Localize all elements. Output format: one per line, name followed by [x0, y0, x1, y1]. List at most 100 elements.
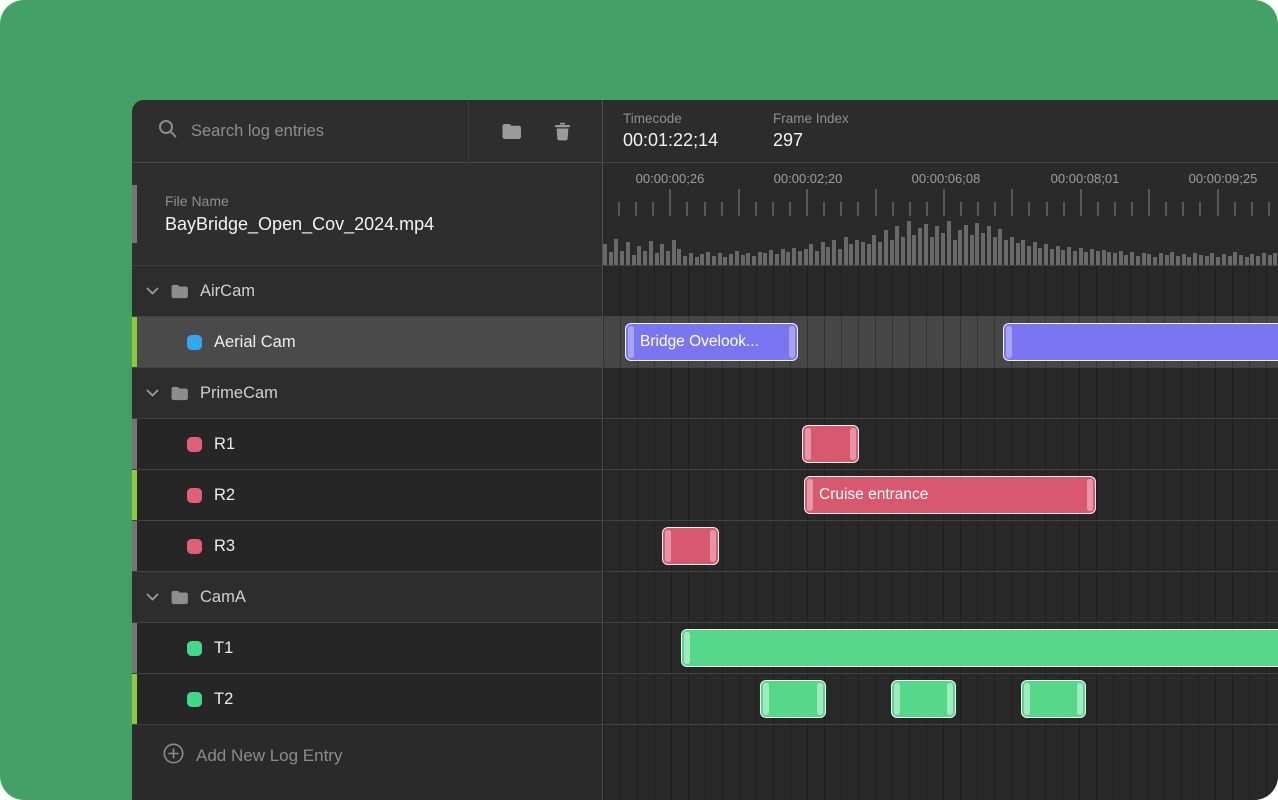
track-header[interactable]: R3 — [132, 521, 602, 571]
waveform-bar — [912, 235, 917, 265]
track-header[interactable]: R2 — [132, 470, 602, 520]
ruler-tick — [1011, 189, 1014, 216]
timeline-clip[interactable] — [681, 629, 1278, 667]
chevron-down-icon[interactable] — [146, 389, 159, 397]
waveform-bar — [975, 223, 980, 265]
timeline-clip[interactable] — [802, 425, 859, 463]
clip-left-handle[interactable] — [684, 632, 690, 664]
clip-right-handle[interactable] — [789, 326, 795, 358]
footer-timeline-filler — [602, 725, 1278, 800]
waveform-bar — [797, 251, 802, 265]
waveform-bar — [826, 247, 831, 265]
waveform-bar — [1118, 251, 1123, 265]
waveform-bar — [1141, 253, 1146, 265]
clip-right-handle[interactable] — [817, 683, 823, 715]
waveform-bar — [883, 230, 888, 265]
clip-left-handle[interactable] — [805, 428, 811, 460]
track-rows: AirCam Aerial Cam Bridge Ovelook... PrimeCa… — [132, 265, 1278, 724]
frame-index-readout: Frame Index 297 — [773, 100, 849, 162]
timeline-clip[interactable] — [1003, 323, 1278, 361]
waveform-bar — [918, 228, 923, 265]
waveform-bar — [1210, 253, 1215, 265]
clip-right-handle[interactable] — [710, 530, 716, 562]
clip-left-handle[interactable] — [807, 479, 813, 511]
ruler-tick — [618, 202, 620, 216]
ruler-waveform-area: 00:00:00;26 00:00:02;20 00:00:06;08 00:00:0… — [602, 163, 1278, 265]
clip-right-handle[interactable] — [850, 428, 856, 460]
track-header[interactable]: T2 — [132, 674, 602, 724]
waveform-bar — [1187, 257, 1192, 265]
waveform-bar — [1193, 253, 1198, 265]
chevron-down-icon[interactable] — [146, 287, 159, 295]
group-header[interactable]: AirCam — [132, 266, 602, 316]
waveform-bar — [643, 251, 648, 265]
waveform-bar — [1216, 257, 1221, 265]
timeline-clip[interactable] — [662, 527, 719, 565]
track-header[interactable]: Aerial Cam — [132, 317, 602, 367]
clip-left-handle[interactable] — [665, 530, 671, 562]
waveform-bar — [929, 237, 934, 265]
clip-left-handle[interactable] — [1006, 326, 1012, 358]
track-color-swatch — [187, 640, 202, 656]
waveform-bar — [981, 233, 986, 265]
file-name-cell[interactable]: File Name BayBridge_Open_Cov_2024.mp4 — [132, 163, 602, 265]
timeline-lane[interactable] — [602, 572, 1278, 622]
plus-circle-icon — [163, 743, 184, 769]
clip-right-handle[interactable] — [947, 683, 953, 715]
timeline-lane[interactable] — [602, 623, 1278, 673]
waveform-bar — [780, 249, 785, 265]
clip-left-handle[interactable] — [763, 683, 769, 715]
track-row-r3: R3 — [132, 520, 1278, 571]
waveform-bar — [660, 244, 665, 265]
search-input[interactable]: Search log entries — [132, 100, 468, 162]
ruler-tick — [823, 202, 826, 216]
waveform-bar — [671, 240, 676, 265]
track-header[interactable]: R1 — [132, 419, 602, 469]
clip-left-handle[interactable] — [628, 326, 634, 358]
track-name-label: R3 — [214, 536, 236, 555]
group-header[interactable]: PrimeCam — [132, 368, 602, 418]
waveform-bar — [774, 254, 779, 265]
waveform-bar — [1158, 253, 1163, 265]
timeline-lane[interactable] — [602, 266, 1278, 316]
ruler-tick — [925, 202, 928, 216]
transport-readout: Timecode 00:01:22;14 Frame Index 297 — [602, 100, 1278, 162]
waveform-bar — [1130, 252, 1135, 265]
timeline-clip[interactable]: Cruise entrance — [804, 476, 1096, 514]
group-header[interactable]: CamA — [132, 572, 602, 622]
timeline-clip[interactable]: Bridge Ovelook... — [625, 323, 798, 361]
waveform-bar — [1032, 242, 1037, 265]
waveform-bar — [1233, 252, 1238, 265]
clip-right-handle[interactable] — [1077, 683, 1083, 715]
ruler-tick — [652, 202, 655, 216]
top-bar: Search log entries Timecode 00:01:22;14 — [132, 100, 1278, 162]
timeline-lane[interactable] — [602, 674, 1278, 724]
folder-icon[interactable] — [498, 120, 525, 143]
waveform-bar — [837, 249, 842, 265]
timeline-lane[interactable]: Bridge Ovelook... — [602, 317, 1278, 367]
chevron-down-icon[interactable] — [146, 593, 159, 601]
timeline-ruler[interactable]: 00:00:00;26 00:00:02;20 00:00:06;08 00:00:0… — [603, 163, 1278, 218]
add-log-entry-button[interactable]: Add New Log Entry — [163, 743, 602, 769]
waveform-bar — [614, 239, 619, 265]
trash-icon[interactable] — [551, 119, 574, 144]
timeline-clip[interactable] — [1021, 680, 1086, 718]
timeline-lane[interactable]: Cruise entrance — [602, 470, 1278, 520]
timeline-clip[interactable] — [891, 680, 956, 718]
clip-left-handle[interactable] — [894, 683, 900, 715]
track-header[interactable]: T1 — [132, 623, 602, 673]
waveform-bar — [1244, 257, 1249, 265]
ruler-tick — [1148, 189, 1151, 216]
timeline-lane[interactable] — [602, 368, 1278, 418]
waveform-bar — [1227, 256, 1232, 265]
timeline-lane[interactable] — [602, 521, 1278, 571]
waveform-bar — [631, 255, 636, 265]
timeline-lane[interactable] — [602, 419, 1278, 469]
clip-left-handle[interactable] — [1024, 683, 1030, 715]
timeline-clip[interactable] — [760, 680, 826, 718]
waveform-bar — [1095, 251, 1100, 265]
waveform-bar — [1135, 256, 1140, 265]
waveform-bar — [1176, 256, 1180, 265]
waveform-bar — [1181, 254, 1186, 265]
clip-right-handle[interactable] — [1087, 479, 1093, 511]
